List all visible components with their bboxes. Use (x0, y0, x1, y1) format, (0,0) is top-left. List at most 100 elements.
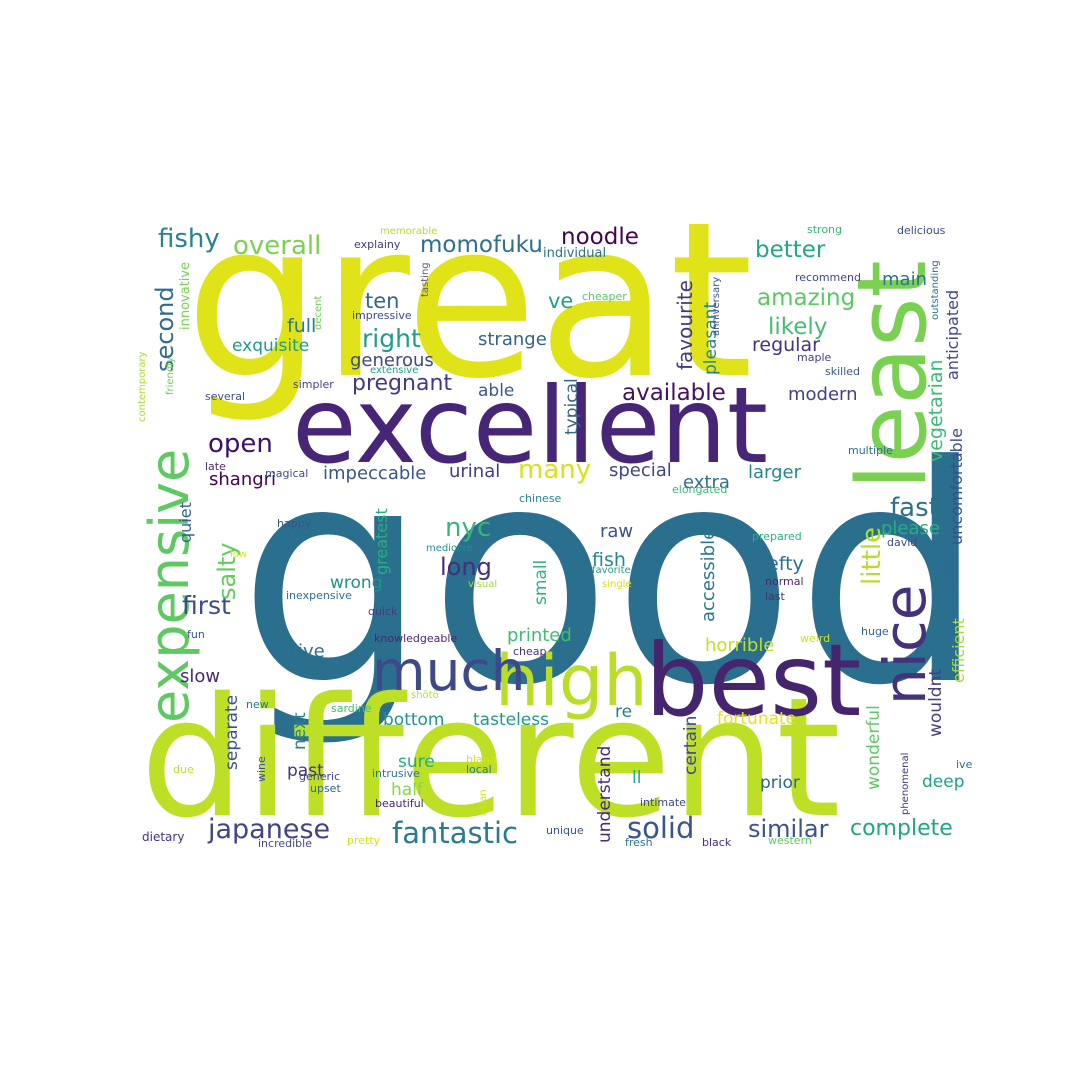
word-larger: larger (748, 462, 802, 483)
word-memorable: memorable (380, 226, 437, 237)
word-re: re (615, 702, 632, 722)
word-unique: unique (546, 824, 584, 837)
word-outstanding: outstanding (930, 260, 941, 320)
word-nyc: nyc (445, 513, 491, 543)
word-fun: fun (187, 628, 205, 641)
word-least: least (838, 260, 948, 490)
word-prepared: prepared (752, 530, 802, 543)
word-wouldnt: wouldnt (926, 669, 946, 737)
word-pregnant: pregnant (352, 371, 452, 396)
word-skilled: skilled (825, 365, 860, 378)
word-deep: deep (922, 772, 965, 792)
word-tasteless: tasteless (473, 710, 549, 730)
word-strong: strong (807, 223, 842, 236)
word-noodle: noodle (561, 224, 639, 250)
word-inexpensive: inexpensive (286, 589, 352, 602)
word-intimate: intimate (640, 796, 686, 809)
word-slow: slow (180, 666, 220, 687)
word-first: first (182, 591, 231, 620)
word-cheaper: cheaper (582, 290, 627, 303)
word-pleasant: pleasant (701, 302, 721, 375)
word-fast: fast (890, 493, 939, 523)
word-available: available (622, 380, 726, 406)
word-recommend: recommend (795, 271, 861, 284)
word-small: small (531, 560, 551, 605)
word-intrusive: intrusive (372, 767, 420, 780)
word-quiet: quiet (176, 502, 195, 543)
word-elongated: elongated (672, 483, 727, 496)
word-late: late (205, 460, 226, 473)
word-many: many (518, 455, 591, 485)
word-efficient: efficient (949, 618, 968, 683)
word-maple: maple (797, 351, 831, 364)
word-salty: salty (213, 543, 241, 601)
word-sure: sure (398, 752, 435, 772)
word-japanese: japanese (207, 814, 330, 845)
word-visual: visual (468, 579, 497, 590)
word-chinese: chinese (519, 492, 562, 505)
word-favorite: favorite (592, 565, 631, 576)
word-complete: complete (850, 816, 953, 841)
word-right: right (362, 324, 421, 353)
word-exquisite: exquisite (232, 336, 309, 356)
word-bottom: bottom (383, 710, 444, 730)
word-delicious: delicious (897, 224, 946, 237)
word-horrible: horrible (705, 635, 774, 656)
word-decent: decent (313, 296, 324, 330)
word-western: western (768, 834, 812, 847)
word-past: past (287, 761, 324, 781)
word-innovative: innovative (178, 262, 193, 330)
word-anticipated: anticipated (943, 290, 962, 380)
word-expensive: expensive (138, 449, 201, 723)
word-nice: nice (871, 585, 939, 705)
word-printed: printed (507, 625, 572, 646)
word-much: much (372, 639, 526, 703)
word-due: due (173, 763, 194, 776)
word-little: little (857, 527, 887, 585)
word-contemporary: contemporary (137, 351, 148, 422)
word-simpler: simpler (293, 378, 334, 391)
word-accessible: accessible (698, 529, 719, 622)
word-fortunate: fortunate (717, 709, 796, 729)
word-ll: ll (632, 768, 641, 788)
word-typical: typical (562, 378, 582, 435)
word-best: best (645, 622, 861, 739)
word-anniversary: anniversary (711, 277, 722, 336)
word-modern: modern (788, 384, 858, 405)
word-full: full (287, 315, 316, 337)
word-able: able (478, 381, 514, 401)
word-ten: ten (365, 289, 399, 313)
word-next: next (290, 712, 310, 750)
word-fresh: fresh (625, 836, 653, 849)
word-generic: generic (299, 770, 340, 783)
word-ve: ve (548, 289, 573, 313)
word-pretty: pretty (347, 834, 381, 847)
word-beautiful: beautiful (375, 797, 424, 810)
word-alive: alive (282, 641, 325, 662)
word-mediocre: mediocre (426, 543, 473, 554)
word-solid: solid (627, 811, 694, 845)
word-friendly: friendly (165, 357, 176, 395)
word-hefty: hefty (755, 553, 804, 575)
word-similar: similar (748, 815, 829, 843)
word-great: great (185, 175, 753, 426)
word-certain: certain (681, 716, 701, 775)
word-prior: prior (760, 773, 800, 793)
word-wine: wine (255, 756, 268, 782)
word-impressive: impressive (352, 309, 412, 322)
word-amazing: amazing (757, 285, 855, 311)
word-ive: ive (956, 758, 973, 771)
word-normal: normal (765, 575, 804, 588)
word-wonderful: wonderful (864, 705, 884, 790)
word-sardine: sardine (331, 702, 372, 715)
word-several: several (205, 390, 245, 403)
word-magical: magical (265, 467, 308, 480)
word-overall: overall (233, 231, 321, 261)
word-fish: fish (592, 549, 626, 571)
word-upset: upset (310, 782, 341, 795)
word-strange: strange (478, 329, 547, 350)
word-better: better (755, 237, 826, 263)
word-wrong: wrong (330, 573, 383, 593)
word-fantastic: fantastic (392, 816, 518, 850)
